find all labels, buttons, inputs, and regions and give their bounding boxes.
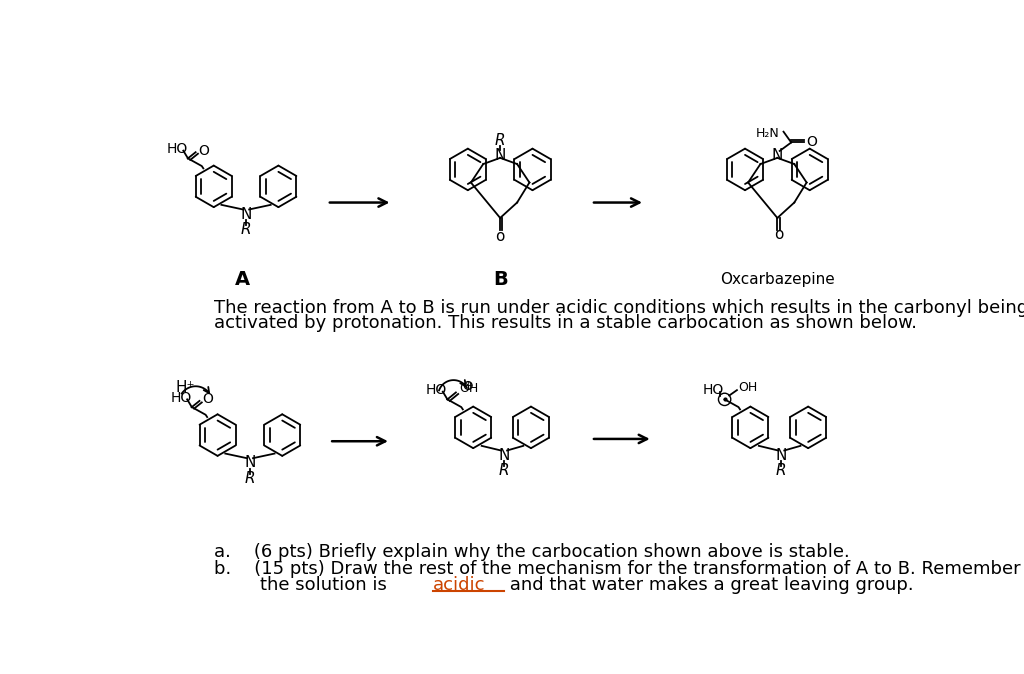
Text: R: R: [499, 463, 509, 478]
Text: HO: HO: [170, 391, 191, 405]
Text: OH: OH: [459, 382, 478, 395]
Text: the solution is: the solution is: [214, 576, 392, 594]
Text: O: O: [198, 144, 209, 158]
Text: R: R: [241, 222, 251, 237]
Text: HO: HO: [426, 383, 447, 397]
Text: o: o: [496, 229, 505, 244]
Text: B: B: [493, 270, 508, 289]
Text: Oxcarbazepine: Oxcarbazepine: [720, 272, 835, 287]
Text: N: N: [244, 456, 256, 470]
Text: H₂N: H₂N: [756, 127, 779, 140]
Text: R: R: [776, 463, 786, 478]
Text: a.    (6 pts) Briefly explain why the carbocation shown above is stable.: a. (6 pts) Briefly explain why the carbo…: [214, 543, 850, 561]
Text: b.    (15 pts) Draw the rest of the mechanism for the transformation of A to B. : b. (15 pts) Draw the rest of the mechani…: [214, 560, 1024, 578]
Text: o: o: [774, 227, 783, 243]
Text: OH: OH: [738, 381, 758, 394]
Text: N: N: [499, 448, 510, 462]
Text: O: O: [202, 392, 213, 406]
Text: N: N: [772, 148, 783, 163]
Text: HO: HO: [703, 383, 724, 397]
Text: O: O: [806, 135, 817, 149]
Text: N: N: [775, 448, 786, 462]
Text: H⁺: H⁺: [176, 380, 196, 395]
Text: +: +: [464, 381, 473, 390]
Text: N: N: [241, 207, 252, 222]
Text: acidic: acidic: [433, 576, 485, 594]
Text: R: R: [495, 133, 506, 148]
Text: and that water makes a great leaving group.: and that water makes a great leaving gro…: [504, 576, 913, 594]
Text: N: N: [495, 148, 506, 163]
Text: The reaction from A to B is run under acidic conditions which results in the car: The reaction from A to B is run under ac…: [214, 299, 1024, 317]
Text: activated by protonation. This results in a stable carbocation as shown below.: activated by protonation. This results i…: [214, 315, 916, 332]
Text: R: R: [245, 470, 255, 486]
Text: HO: HO: [166, 142, 187, 156]
Text: A: A: [234, 270, 250, 289]
